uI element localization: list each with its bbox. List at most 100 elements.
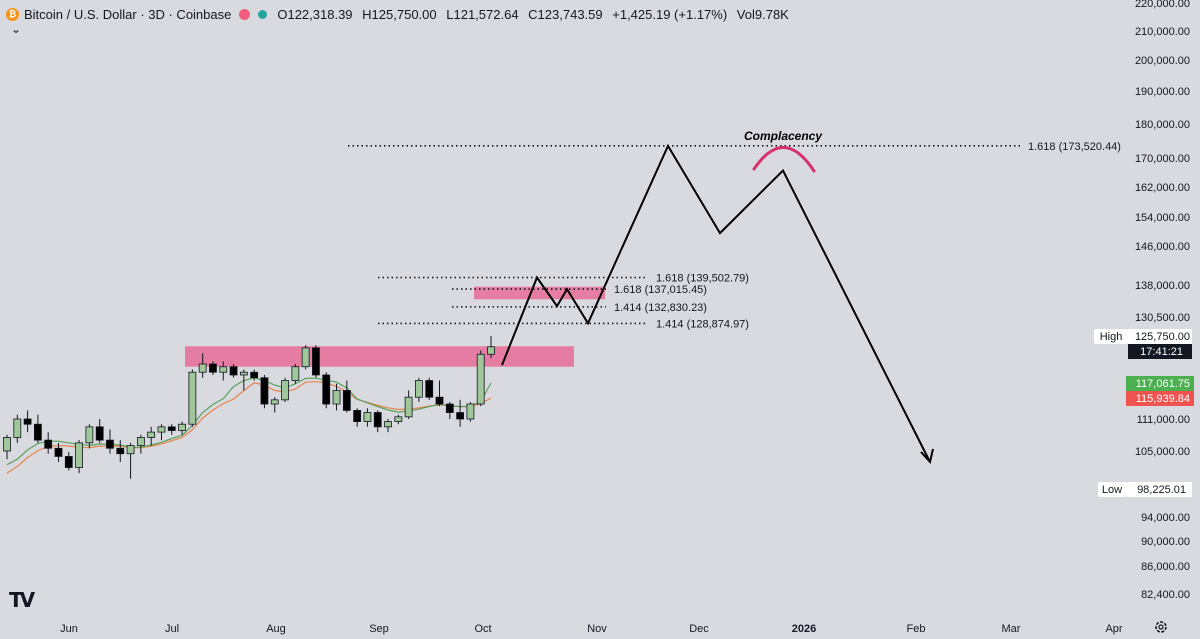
candle-bearish[interactable] xyxy=(456,412,465,420)
candle-bearish[interactable] xyxy=(23,418,32,425)
price-axis-tick: 162,000.00 xyxy=(1135,182,1190,194)
price-axis-tick: 105,000.00 xyxy=(1135,446,1190,458)
candle-bearish[interactable] xyxy=(116,447,125,455)
candle-bullish[interactable] xyxy=(85,426,94,444)
candle-bearish[interactable] xyxy=(353,409,362,422)
bitcoin-icon: ₿ xyxy=(6,7,19,21)
time-axis-tick: Aug xyxy=(266,623,286,635)
complacency-arc[interactable] xyxy=(752,146,816,173)
time-axis-tick: Jun xyxy=(60,623,78,635)
candle-bullish[interactable] xyxy=(415,380,423,398)
flag-icon[interactable] xyxy=(239,8,251,20)
candle-bearish[interactable] xyxy=(167,426,176,431)
candle-bullish[interactable] xyxy=(3,437,11,452)
time-axis-tick: Jul xyxy=(165,623,179,635)
candle-bullish[interactable] xyxy=(487,346,495,355)
candle-bullish[interactable] xyxy=(384,421,392,428)
high-value-box xyxy=(1128,329,1192,344)
high-label: High xyxy=(1100,331,1123,343)
ma-fast-price-box xyxy=(1126,376,1194,391)
price-axis-tick: 86,000.00 xyxy=(1141,561,1190,573)
candle-bullish[interactable] xyxy=(157,426,166,433)
projection-path[interactable] xyxy=(501,143,931,463)
tradingview-logo[interactable]: TV xyxy=(9,588,35,612)
chevron-down-icon[interactable]: ⌄ xyxy=(11,22,22,36)
candle-bearish[interactable] xyxy=(312,347,320,376)
price-axis-tick: 200,000.00 xyxy=(1135,55,1190,67)
fib-level-label: 1.414 (128,874.97) xyxy=(656,318,749,330)
price-axis-tick: 90,000.00 xyxy=(1141,536,1190,548)
candle-bullish[interactable] xyxy=(198,363,207,373)
price-axis-tick: 210,000.00 xyxy=(1135,26,1190,38)
price-axis-tick: 180,000.00 xyxy=(1135,119,1190,131)
fib-level-label: 1.618 (139,502.79) xyxy=(656,273,749,285)
ma-slow-price: 115,939.84 xyxy=(1136,393,1190,405)
price-axis-tick: 170,000.00 xyxy=(1135,153,1190,165)
countdown-timer: 17:41:21 xyxy=(1140,346,1183,358)
price-axis-tick: 220,000.00 xyxy=(1135,0,1190,10)
candle-bullish[interactable] xyxy=(219,366,228,373)
volume-value: Vol9.78K xyxy=(736,6,789,22)
candle-bullish[interactable] xyxy=(13,418,22,438)
candle-bearish[interactable] xyxy=(209,363,217,373)
candle-bullish[interactable] xyxy=(126,445,135,455)
candle-bearish[interactable] xyxy=(229,366,238,376)
candle-bullish[interactable] xyxy=(332,390,341,405)
candle-bullish[interactable] xyxy=(178,423,186,431)
candle-bearish[interactable] xyxy=(64,456,73,468)
time-axis-tick: Nov xyxy=(587,623,607,635)
chart-header: ₿ Bitcoin / U.S. Dollar · 3D · Coinbase … xyxy=(6,5,795,23)
candle-bullish[interactable] xyxy=(394,416,403,422)
candle-bearish[interactable] xyxy=(250,371,259,379)
candle-bearish[interactable] xyxy=(342,390,351,411)
low-label-box xyxy=(1098,482,1128,497)
candle-bullish[interactable] xyxy=(136,437,145,446)
high-label-box xyxy=(1094,329,1128,344)
candle-bullish[interactable] xyxy=(188,371,197,425)
countdown-box xyxy=(1128,344,1192,359)
price-axis-tick: 130,500.00 xyxy=(1135,312,1190,324)
candle-bullish[interactable] xyxy=(147,431,156,438)
candle-bearish[interactable] xyxy=(322,374,331,405)
candle-bullish[interactable] xyxy=(466,403,475,420)
change-value: +1,425.19 (+1.17%) xyxy=(612,6,728,22)
gear-icon[interactable] xyxy=(1155,621,1167,633)
candle-bullish[interactable] xyxy=(476,353,485,405)
candle-bearish[interactable] xyxy=(95,426,104,441)
low-value-box xyxy=(1128,482,1192,497)
live-status-icon xyxy=(258,9,268,19)
candle-bearish[interactable] xyxy=(106,439,114,449)
candle-bearish[interactable] xyxy=(373,412,382,428)
time-axis-tick: Mar xyxy=(1002,623,1021,635)
candle-bearish[interactable] xyxy=(435,396,444,405)
candle-bullish[interactable] xyxy=(363,412,372,422)
close-value: C123,743.59 xyxy=(528,6,603,22)
candle-bullish[interactable] xyxy=(239,371,248,376)
high-value: 125,750.00 xyxy=(1135,331,1190,343)
candle-bearish[interactable] xyxy=(44,439,53,449)
symbol-title[interactable]: Bitcoin / U.S. Dollar · 3D · Coinbase xyxy=(24,6,232,22)
candle-bullish[interactable] xyxy=(281,380,289,401)
supply-zone[interactable] xyxy=(185,346,574,367)
price-axis-tick: 94,000.00 xyxy=(1141,512,1190,524)
arrow-head-icon xyxy=(920,448,934,465)
candle-bearish[interactable] xyxy=(54,447,63,457)
candle-bearish[interactable] xyxy=(33,423,42,441)
low-value: 98,225.01 xyxy=(1137,484,1186,496)
fib-level-label: 1.414 (132,830.23) xyxy=(614,302,707,314)
candle-bearish[interactable] xyxy=(260,377,269,405)
price-axis-tick: 82,400.00 xyxy=(1141,589,1190,601)
high-value: H125,750.00 xyxy=(362,6,437,22)
candle-bullish[interactable] xyxy=(291,366,300,381)
candle-bearish[interactable] xyxy=(425,380,434,398)
fib-level-label: 1.618 (137,015.45) xyxy=(614,284,707,296)
candle-bullish[interactable] xyxy=(301,347,310,368)
candle-bullish[interactable] xyxy=(75,442,83,468)
fib-level-label: 1.618 (173,520.44) xyxy=(1028,141,1121,153)
price-axis-tick: 190,000.00 xyxy=(1135,86,1190,98)
candle-bullish[interactable] xyxy=(404,396,413,418)
candle-bearish[interactable] xyxy=(445,403,454,413)
candle-bullish[interactable] xyxy=(270,399,279,405)
